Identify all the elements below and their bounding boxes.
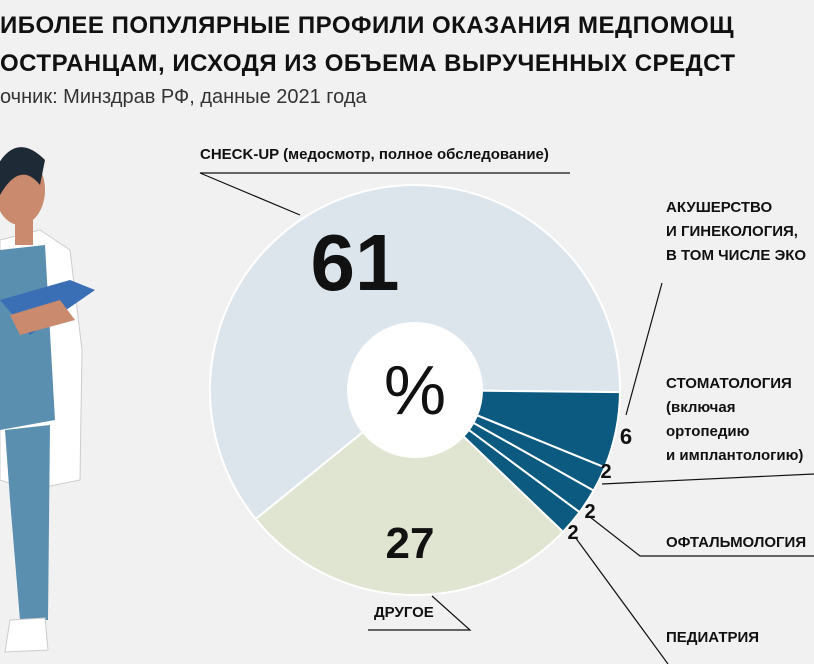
value-label: 6 xyxy=(620,424,632,449)
pie-slice xyxy=(254,388,565,596)
category-label: АКУШЕРСТВО И ГИНЕКОЛОГИЯ, В ТОМ ЧИСЛЕ ЭК… xyxy=(666,199,807,264)
doctor-illustration xyxy=(0,147,95,653)
value-label: 2 xyxy=(584,501,595,523)
value-label: 2 xyxy=(567,522,578,544)
subtitle: очник: Минздрав РФ, данные 2021 года xyxy=(0,86,367,108)
title-line: ИБОЛЕЕ ПОПУЛЯРНЫЕ ПРОФИЛИ ОКАЗАНИЯ МЕДПО… xyxy=(0,12,735,39)
leader-lines xyxy=(199,172,814,664)
title-line: ОСТРАНЦАМ, ИСХОДЯ ИЗ ОБЪЕМА ВЫРУЧЕННЫХ С… xyxy=(0,50,736,77)
unit-label: % xyxy=(384,351,446,429)
value-label: 2 xyxy=(600,461,611,483)
category-label: ДРУГОЕ xyxy=(374,604,434,621)
category-label: ПЕДИАТРИЯ xyxy=(666,629,760,646)
value-label: 61 xyxy=(311,218,400,307)
category-label: ОФТАЛЬМОЛОГИЯ xyxy=(666,534,807,551)
category-label: СТОМАТОЛОГИЯ (включая ортопедию и имплан… xyxy=(666,375,804,464)
center-hole xyxy=(347,322,483,458)
value-label: 27 xyxy=(386,519,435,568)
category-label: CHECK-UP (медосмотр, полное обследование… xyxy=(200,146,549,163)
